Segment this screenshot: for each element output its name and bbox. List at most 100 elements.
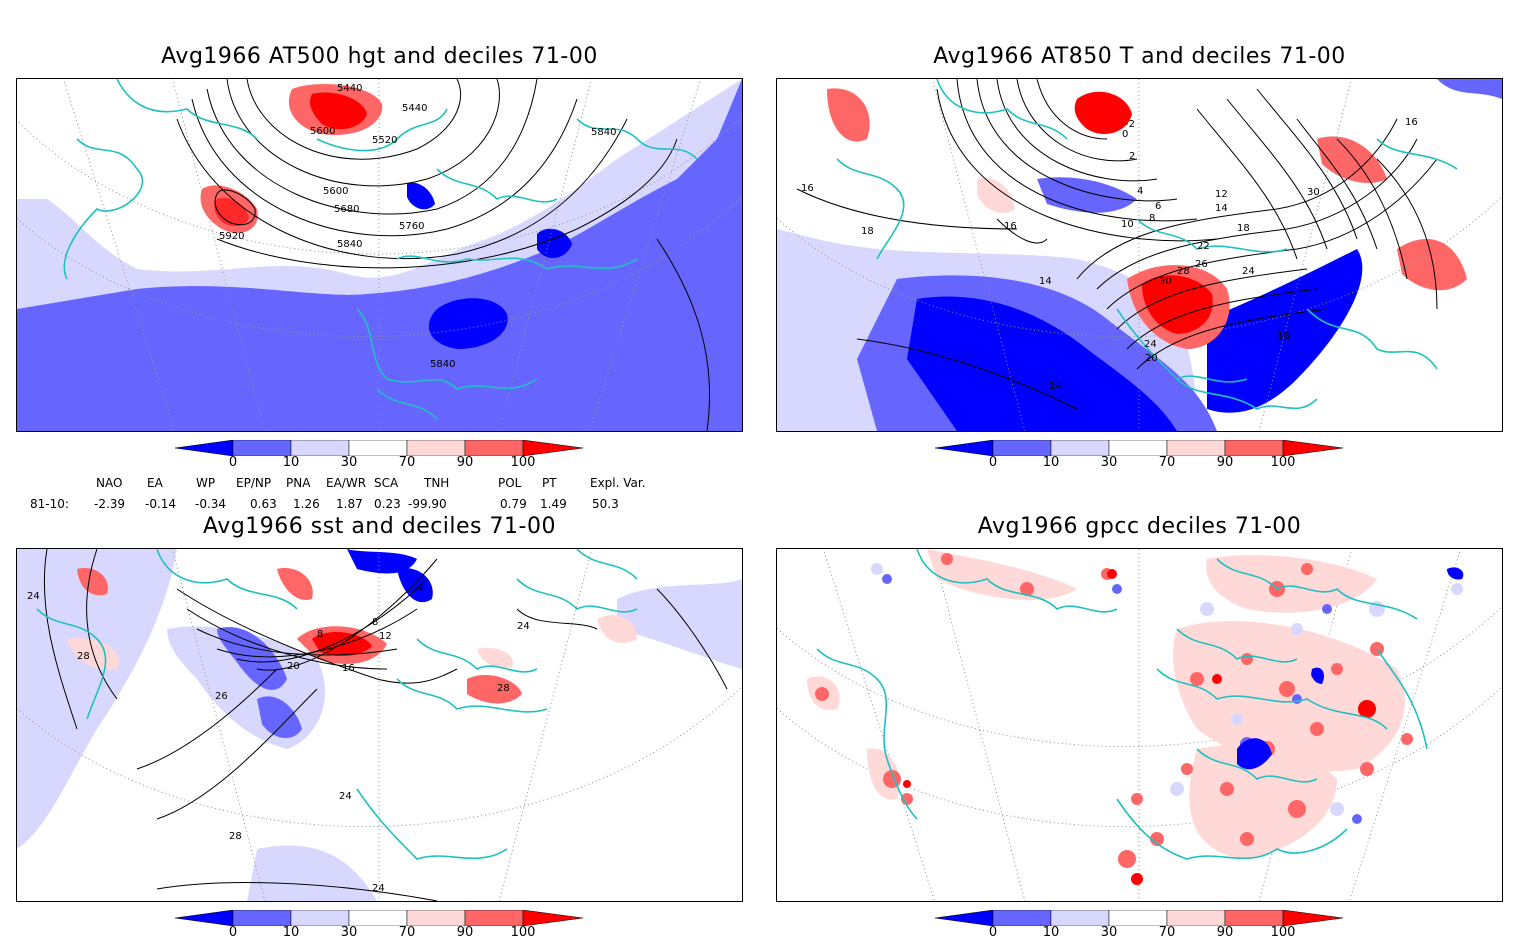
colorbar-segment <box>1282 440 1344 456</box>
svg-text:18: 18 <box>1237 223 1250 234</box>
index-header: EP/NP <box>236 476 272 490</box>
colorbar-segment <box>1282 910 1344 926</box>
colorbar-segment <box>290 440 350 456</box>
svg-text:24: 24 <box>372 883 385 894</box>
colorbar-label: 90 <box>1216 925 1234 940</box>
colorbar-label: 100 <box>510 455 536 470</box>
svg-text:5440: 5440 <box>402 103 427 114</box>
colorbar-label: 0 <box>988 925 998 940</box>
svg-text:24: 24 <box>1144 339 1157 350</box>
svg-text:18: 18 <box>861 226 874 237</box>
svg-text:8: 8 <box>1149 213 1155 224</box>
contour-labels-p3: 24 24 24 26 28 28 28 20 16 12 8 8 4 24 <box>27 583 530 894</box>
map-t850: -2 0 2 4 6 8 10 12 14 14 14 16 16 16 18 … <box>777 79 1502 431</box>
colorbar-segment <box>935 440 994 456</box>
index-header: Expl. Var. <box>590 476 646 490</box>
panel-title-p1: Avg1966 AT500 hgt and deciles 71-00 <box>161 44 598 69</box>
index-value: 1.87 <box>336 497 363 511</box>
colorbar-label: 30 <box>340 455 358 470</box>
colorbar-segment <box>992 440 1052 456</box>
svg-text:5840: 5840 <box>591 127 616 138</box>
svg-text:4: 4 <box>417 583 423 594</box>
map-gpcc <box>777 549 1502 901</box>
colorbar-segment <box>1166 440 1226 456</box>
colorbar-label: 30 <box>1100 455 1118 470</box>
svg-text:28: 28 <box>77 651 90 662</box>
colorbar-segment <box>290 910 350 926</box>
colorbar-segment <box>1166 910 1226 926</box>
svg-text:8: 8 <box>317 629 323 640</box>
svg-text:16: 16 <box>1004 221 1017 232</box>
colorbar-segment <box>1108 910 1168 926</box>
colorbar-label: 70 <box>1158 925 1176 940</box>
index-value: -2.39 <box>94 497 126 511</box>
colorbar-label: 90 <box>456 925 474 940</box>
colorbar-segment <box>406 910 466 926</box>
index-header: NAO <box>96 476 123 490</box>
index-value: 50.3 <box>592 497 619 511</box>
colorbar-label: 70 <box>398 925 416 940</box>
index-header: TNH <box>424 476 450 490</box>
index-value: 0.63 <box>250 497 277 511</box>
contour-labels-p2: -2 0 2 4 6 8 10 12 14 14 14 16 16 16 18 … <box>801 117 1418 392</box>
svg-text:6: 6 <box>1155 201 1161 212</box>
svg-text:24: 24 <box>1242 266 1255 277</box>
svg-text:2: 2 <box>1129 151 1135 162</box>
colorbar-label: 0 <box>228 455 238 470</box>
svg-text:8: 8 <box>372 617 378 628</box>
svg-text:18: 18 <box>1277 331 1290 342</box>
index-header: PT <box>542 476 557 490</box>
svg-text:5600: 5600 <box>310 126 335 137</box>
svg-text:5840: 5840 <box>337 239 362 250</box>
colorbar-bottom-left <box>175 910 584 926</box>
svg-text:20: 20 <box>1145 353 1158 364</box>
colorbar-segment <box>464 910 524 926</box>
map-panel-t850: -2 0 2 4 6 8 10 12 14 14 14 16 16 16 18 … <box>776 78 1503 432</box>
colorbar-segment <box>348 440 408 456</box>
colorbar-label: 100 <box>510 925 536 940</box>
svg-text:16: 16 <box>801 183 814 194</box>
colorbar-label: 70 <box>398 455 416 470</box>
colorbar-label: 10 <box>1042 455 1060 470</box>
colorbar-segment <box>522 440 584 456</box>
colorbar-segment <box>232 910 292 926</box>
colorbar-segment <box>406 440 466 456</box>
colorbar-label: 70 <box>1158 455 1176 470</box>
svg-text:14: 14 <box>1049 381 1062 392</box>
svg-text:5440: 5440 <box>337 83 362 94</box>
svg-text:16: 16 <box>342 663 355 674</box>
panel-title-p2: Avg1966 AT850 T and deciles 71-00 <box>933 44 1346 69</box>
index-header: WP <box>196 476 216 490</box>
map-panel-gpcc <box>776 548 1503 902</box>
svg-text:-2: -2 <box>1125 119 1135 130</box>
svg-text:5520: 5520 <box>372 135 397 146</box>
map-panel-hgt500: 5440 5440 5520 5600 5600 5680 5760 5840 … <box>16 78 743 432</box>
svg-text:30: 30 <box>1159 276 1172 287</box>
colorbar-segment <box>464 440 524 456</box>
index-value: -0.34 <box>195 497 227 511</box>
svg-text:24: 24 <box>517 621 530 632</box>
index-header: EA <box>147 476 163 490</box>
colorbar-segment <box>1050 910 1110 926</box>
svg-text:28: 28 <box>1177 266 1190 277</box>
svg-text:28: 28 <box>229 831 242 842</box>
colorbar-label: 100 <box>1270 455 1296 470</box>
colorbar-label: 10 <box>282 455 300 470</box>
colorbar-segment <box>1224 440 1284 456</box>
colorbar-segment <box>1050 440 1110 456</box>
index-header: EA/WR <box>326 476 367 490</box>
colorbar-label: 90 <box>456 455 474 470</box>
svg-text:20: 20 <box>287 661 300 672</box>
colorbar-label: 0 <box>228 925 238 940</box>
panel-title-p3: Avg1966 sst and deciles 71-00 <box>203 514 556 539</box>
index-value: 0.79 <box>500 497 527 511</box>
map-panel-sst: 24 24 24 26 28 28 28 20 16 12 8 8 4 24 <box>16 548 743 902</box>
index-row-label: 81-10: <box>30 497 69 511</box>
colorbar-label: 30 <box>340 925 358 940</box>
svg-text:24: 24 <box>27 591 40 602</box>
colorbar-label: 30 <box>1100 925 1118 940</box>
index-value: 1.49 <box>540 497 567 511</box>
colorbar-segment <box>522 910 584 926</box>
colorbar-top-right <box>935 440 1344 456</box>
svg-text:5760: 5760 <box>399 221 424 232</box>
